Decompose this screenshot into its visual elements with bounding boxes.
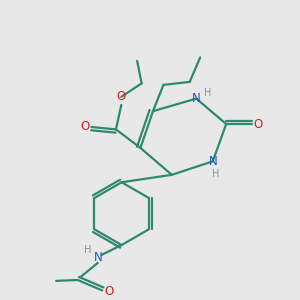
Text: N: N	[192, 92, 201, 105]
Text: H: H	[204, 88, 212, 98]
Text: H: H	[84, 244, 91, 254]
Text: H: H	[212, 169, 219, 179]
Text: N: N	[94, 251, 103, 264]
Text: O: O	[104, 285, 113, 298]
Text: O: O	[80, 121, 89, 134]
Text: O: O	[254, 118, 263, 130]
Text: N: N	[208, 155, 217, 168]
Text: O: O	[117, 90, 126, 103]
